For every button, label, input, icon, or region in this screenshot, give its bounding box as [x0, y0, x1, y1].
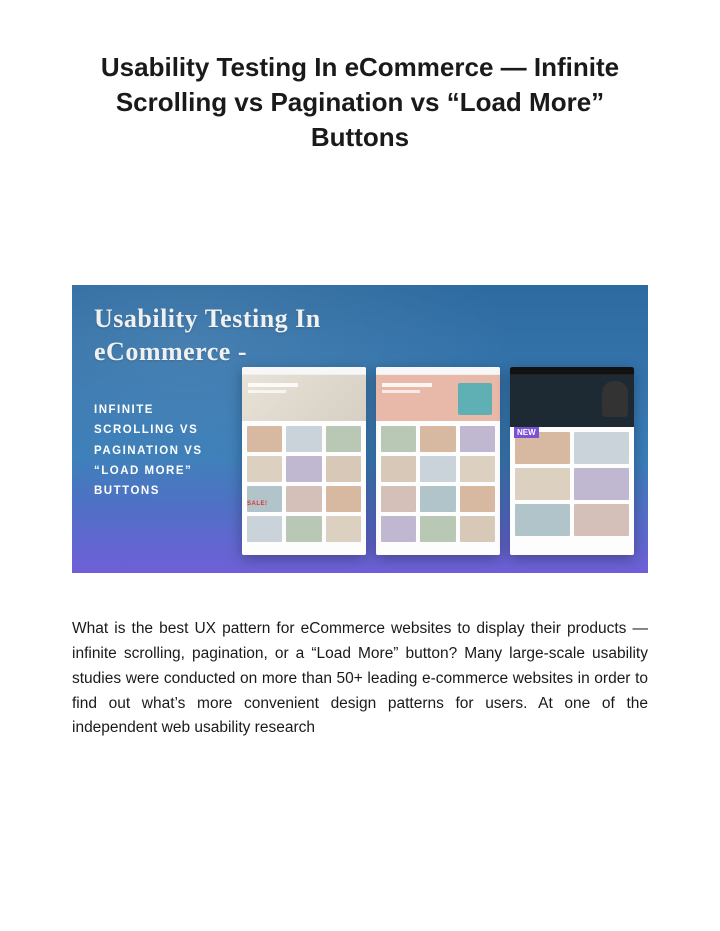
- sale-badge: SALE!: [247, 501, 268, 507]
- mock-screenshot-2: [376, 367, 500, 555]
- mock-product-grid: [242, 421, 366, 555]
- mock-screenshot-3: New: [510, 367, 634, 555]
- mock-topbar: [510, 367, 634, 375]
- mock-hero: [242, 375, 366, 421]
- banner-title-line1: Usability Testing In: [94, 304, 321, 333]
- mock-topbar: [242, 367, 366, 375]
- banner-title: Usability Testing In eCommerce -: [94, 303, 321, 368]
- page-title: Usability Testing In eCommerce — Infinit…: [72, 50, 648, 155]
- hero-banner: Usability Testing In eCommerce - INFINIT…: [72, 285, 648, 573]
- mock-hero: [510, 375, 634, 427]
- mock-screenshot-1: SALE!: [242, 367, 366, 555]
- mock-hero: [376, 375, 500, 421]
- mock-topbar: [376, 367, 500, 375]
- banner-subtitle: INFINITE SCROLLING VS PAGINATION VS “LOA…: [94, 400, 234, 501]
- new-badge: New: [514, 427, 539, 438]
- banner-title-line2: eCommerce -: [94, 337, 247, 366]
- mock-product-grid: [510, 427, 634, 555]
- intro-paragraph: What is the best UX pattern for eCommerc…: [72, 617, 648, 741]
- person-silhouette-icon: [602, 381, 628, 417]
- mock-product-grid: [376, 421, 500, 555]
- mock-screenshots-row: SALE! New: [242, 367, 634, 555]
